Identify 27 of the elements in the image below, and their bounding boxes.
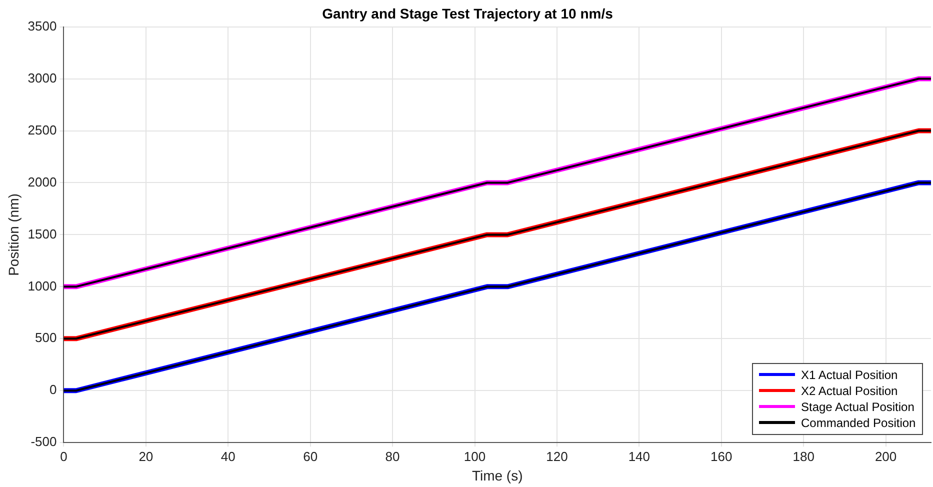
legend-label: X2 Actual Position	[801, 384, 898, 398]
y-tick-label: 2500	[28, 122, 57, 138]
legend-label: Stage Actual Position	[801, 400, 914, 414]
chart-title: Gantry and Stage Test Trajectory at 10 nm/s	[322, 5, 614, 22]
x-tick-label: 120	[546, 448, 568, 464]
x-tick-label: 100	[464, 448, 486, 464]
x-axis-title: Time (s)	[472, 467, 523, 484]
legend-label: Commanded Position	[801, 416, 916, 430]
y-tick-label: -500	[30, 434, 57, 450]
x-tick-label: 140	[628, 448, 650, 464]
x-tick-label: 80	[385, 448, 400, 464]
x-tick-label: 160	[710, 448, 732, 464]
y-tick-label: 500	[35, 330, 57, 346]
x-tick-label: 180	[792, 448, 814, 464]
y-tick-label: 1000	[28, 278, 57, 294]
y-tick-label: 1500	[28, 226, 57, 242]
y-tick-label: 0	[49, 382, 57, 398]
x-tick-label: 200	[874, 448, 897, 464]
legend-label: X1 Actual Position	[801, 368, 898, 382]
x-tick-label: 20	[138, 448, 154, 464]
y-tick-label: 2000	[28, 174, 57, 190]
x-tick-label: 40	[220, 448, 236, 464]
y-axis-title: Position (nm)	[5, 193, 22, 276]
y-tick-label: 3500	[28, 18, 57, 34]
y-tick-label: 3000	[28, 70, 57, 86]
x-tick-label: 60	[303, 448, 318, 464]
x-tick-label: 0	[60, 448, 68, 464]
